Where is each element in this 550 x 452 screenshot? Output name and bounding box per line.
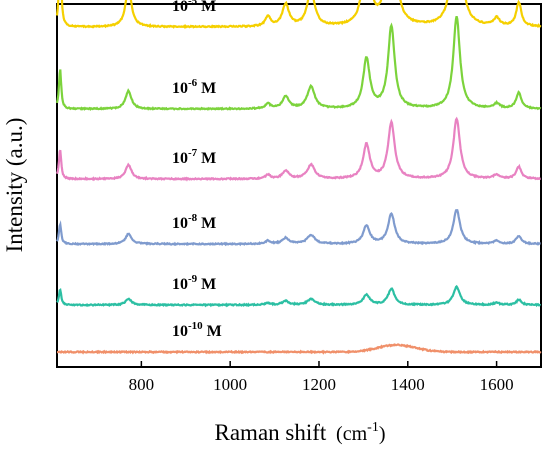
- x-tick-label: 1600: [480, 375, 514, 394]
- x-tick-label: 1400: [391, 375, 425, 394]
- spectrum-line-10--6: [55, 16, 542, 112]
- series-group: [55, 0, 542, 355]
- x-axis-unit-base: cm: [343, 423, 368, 445]
- series-label: 10-5 M: [172, 0, 216, 15]
- x-axis-unit-exp: -1: [367, 420, 379, 435]
- spectrum-line-10--8: [56, 209, 541, 247]
- x-tick-label: 1200: [302, 375, 336, 394]
- series-label: 10-9 M: [172, 273, 216, 293]
- series-label: 10-10 M: [172, 320, 222, 340]
- y-axis-title: Intensity (a.u.): [2, 118, 27, 253]
- series-labels: 10-5 M 10-6 M 10-7 M 10-8 M 10-9 M 10-10 M: [172, 0, 222, 340]
- x-axis-title: Raman shift (cm-1): [215, 420, 386, 445]
- x-axis-unit-close: ): [379, 423, 386, 445]
- spectrum-line-10--5: [55, 0, 542, 30]
- x-axis-title-text: Raman shift: [215, 420, 327, 445]
- spectrum-line-10--10: [57, 343, 542, 355]
- x-axis-ticks: 800 1000 1200 1400 1600: [129, 361, 514, 394]
- series-label: 10-7 M: [172, 147, 216, 167]
- series-label: 10-6 M: [172, 77, 216, 97]
- spectrum-line-10--9: [56, 284, 542, 308]
- x-tick-label: 800: [129, 375, 155, 394]
- series-label: 10-8 M: [172, 212, 216, 232]
- plot-frame: [56, 3, 542, 368]
- spectrum-line-10--7: [55, 116, 542, 182]
- x-tick-label: 1000: [213, 375, 247, 394]
- x-axis-unit-paren: (: [336, 423, 343, 445]
